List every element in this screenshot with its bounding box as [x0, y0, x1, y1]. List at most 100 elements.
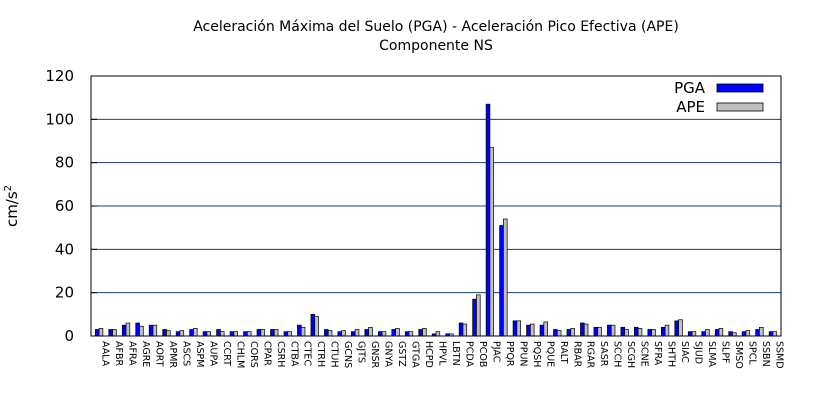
- x-tick-label-pque: PQUE: [544, 341, 555, 367]
- x-tick-label-pjac: PJAC: [490, 341, 501, 363]
- x-tick-label-ascs: ASCS: [180, 341, 191, 366]
- bar-pga-slma: [701, 331, 706, 337]
- bar-pga-pcob: [472, 298, 477, 337]
- bar-pga-pqsh: [526, 324, 531, 337]
- x-tick-label-ccrt: CCRT: [221, 341, 232, 366]
- bar-ape-scch: [610, 324, 616, 337]
- grid: [91, 118, 781, 294]
- x-tick-label-cors: CORS: [248, 341, 259, 368]
- x-tick-label-cpar: CPAR: [261, 341, 272, 366]
- bar-pga-gcns: [337, 331, 343, 337]
- x-tick-label-lbtn: LBTN: [450, 341, 461, 366]
- x-tick-label-pqsh: PQSH: [531, 341, 542, 367]
- bar-pga-afbr: [108, 329, 113, 337]
- bar-ape-pque: [543, 321, 548, 337]
- bar-ape-sfra: [651, 329, 656, 337]
- bar-ape-ctba: [287, 331, 292, 337]
- x-tick-label-gcns: GCNS: [342, 341, 353, 368]
- x-tick-label-pcda: PCDA: [463, 341, 474, 368]
- bar-pga-ralt: [553, 329, 558, 337]
- bar-pga-gjts: [351, 331, 356, 337]
- x-tick-label-ssbn: SSBN: [760, 341, 771, 367]
- bar-pga-ascs: [175, 331, 181, 337]
- bar-pga-sfra: [647, 329, 652, 337]
- x-tick-label-rbar: RBAR: [571, 341, 582, 368]
- y-tick-label: 60: [55, 197, 74, 215]
- legend-label-pga: PGA: [674, 79, 706, 97]
- x-tick-label-sfra: SFRA: [652, 341, 663, 366]
- bar-ape-sjud: [691, 331, 697, 337]
- bar-pga-aala: [94, 329, 100, 337]
- x-tick-label-hpvl: HPVL: [437, 341, 448, 366]
- x-tick-label-gjts: GJTS: [356, 341, 367, 363]
- bar-pga-scch: [607, 324, 612, 337]
- bar-ape-csrh: [273, 329, 279, 337]
- x-tick-label-chlm: CHLM: [234, 341, 245, 368]
- x-tick-label-slma: SLMA: [706, 341, 717, 368]
- bar-ape-pqsh: [529, 323, 535, 337]
- x-tick-label-afbr: AFBR: [113, 341, 124, 366]
- bar-ape-gnya: [381, 331, 387, 337]
- bar-ape-afra: [125, 322, 131, 337]
- bar-pga-ctba: [283, 331, 289, 337]
- x-tick-label-spcl: SPCL: [746, 341, 757, 365]
- x-tick-label-gnsr: GNSR: [369, 341, 380, 368]
- legend-label-ape: APE: [676, 98, 705, 116]
- bar-pga-aort: [148, 324, 154, 337]
- bar-pga-rgar: [580, 322, 585, 337]
- bar-pga-ctrh: [310, 313, 316, 337]
- bar-pga-apmr: [162, 329, 167, 337]
- bar-ape-cors: [246, 331, 252, 337]
- x-tick-label-slpf: SLPF: [720, 341, 731, 364]
- bar-ape-apmr: [166, 330, 171, 337]
- bar-pga-pcda: [458, 322, 464, 337]
- x-tick-label-agre: AGRE: [140, 341, 151, 367]
- x-tick-label-siac: SIAC: [679, 341, 690, 363]
- bar-ape-ctrh: [314, 316, 319, 337]
- bar-pga-sjud: [687, 331, 693, 337]
- bar-ape-gnsr: [368, 326, 373, 337]
- bar-ape-slpf: [718, 328, 724, 337]
- x-tick-label-ssmd: SSMD: [773, 341, 784, 369]
- x-tick-label-aspm: ASPM: [194, 341, 205, 367]
- bar-ape-agre: [139, 325, 144, 337]
- x-tick-label-rgar: RGAR: [585, 341, 596, 368]
- bar-ape-aupa: [206, 331, 212, 337]
- x-tick-label-afra: AFRA: [127, 341, 138, 366]
- bar-ape-cpar: [260, 329, 265, 337]
- bar-pga-hcpd: [418, 329, 423, 337]
- y-tick-label: 100: [45, 110, 74, 128]
- x-tick-label-apmr: APMR: [167, 341, 178, 368]
- bar-ape-ccrt: [220, 331, 225, 337]
- bar-pga-rbar: [566, 329, 572, 337]
- bar-ape-spcl: [745, 330, 751, 337]
- bar-pga-scgh: [620, 326, 626, 337]
- x-tick-label-scgh: SCGH: [625, 341, 636, 368]
- x-tick-label-ctba: CTBA: [288, 341, 299, 367]
- bar-pga-smso: [728, 331, 733, 337]
- bar-ape-rbar: [570, 328, 575, 337]
- y-tick-label: 80: [55, 154, 74, 172]
- x-tick-label-ppun: PPUN: [517, 341, 528, 367]
- bar-ape-aspm: [193, 328, 198, 337]
- bar-pga-scne: [634, 326, 639, 337]
- y-axis-label-unit: cm/s: [3, 191, 21, 227]
- x-tick-label-pcob: PCOB: [477, 341, 488, 367]
- bar-ape-gcns: [341, 330, 346, 337]
- x-tick-label-scch: SCCH: [612, 341, 623, 367]
- x-tick-label-gnya: GNYA: [383, 341, 394, 368]
- bar-pga-agre: [135, 322, 140, 337]
- x-tick-label-aort: AORT: [153, 341, 164, 367]
- y-axis-ticks: 0 20 40 60 80 100 120: [45, 67, 97, 345]
- y-tick-label: 120: [45, 67, 74, 85]
- x-tick-label-ralt: RALT: [558, 341, 569, 364]
- x-tick-label-sasr: SASR: [598, 341, 609, 367]
- bar-pga-pjac: [485, 103, 491, 337]
- bar-pga-gtga: [404, 331, 410, 337]
- bar-pga-spcl: [741, 331, 747, 337]
- bar-ape-ctec: [300, 326, 306, 337]
- chart-subtitle: Componente NS: [379, 38, 493, 54]
- x-tick-label-ctuh: CTUH: [329, 341, 340, 368]
- y-axis-label: cm/s2: [3, 185, 21, 227]
- y-tick-label: 40: [55, 240, 74, 258]
